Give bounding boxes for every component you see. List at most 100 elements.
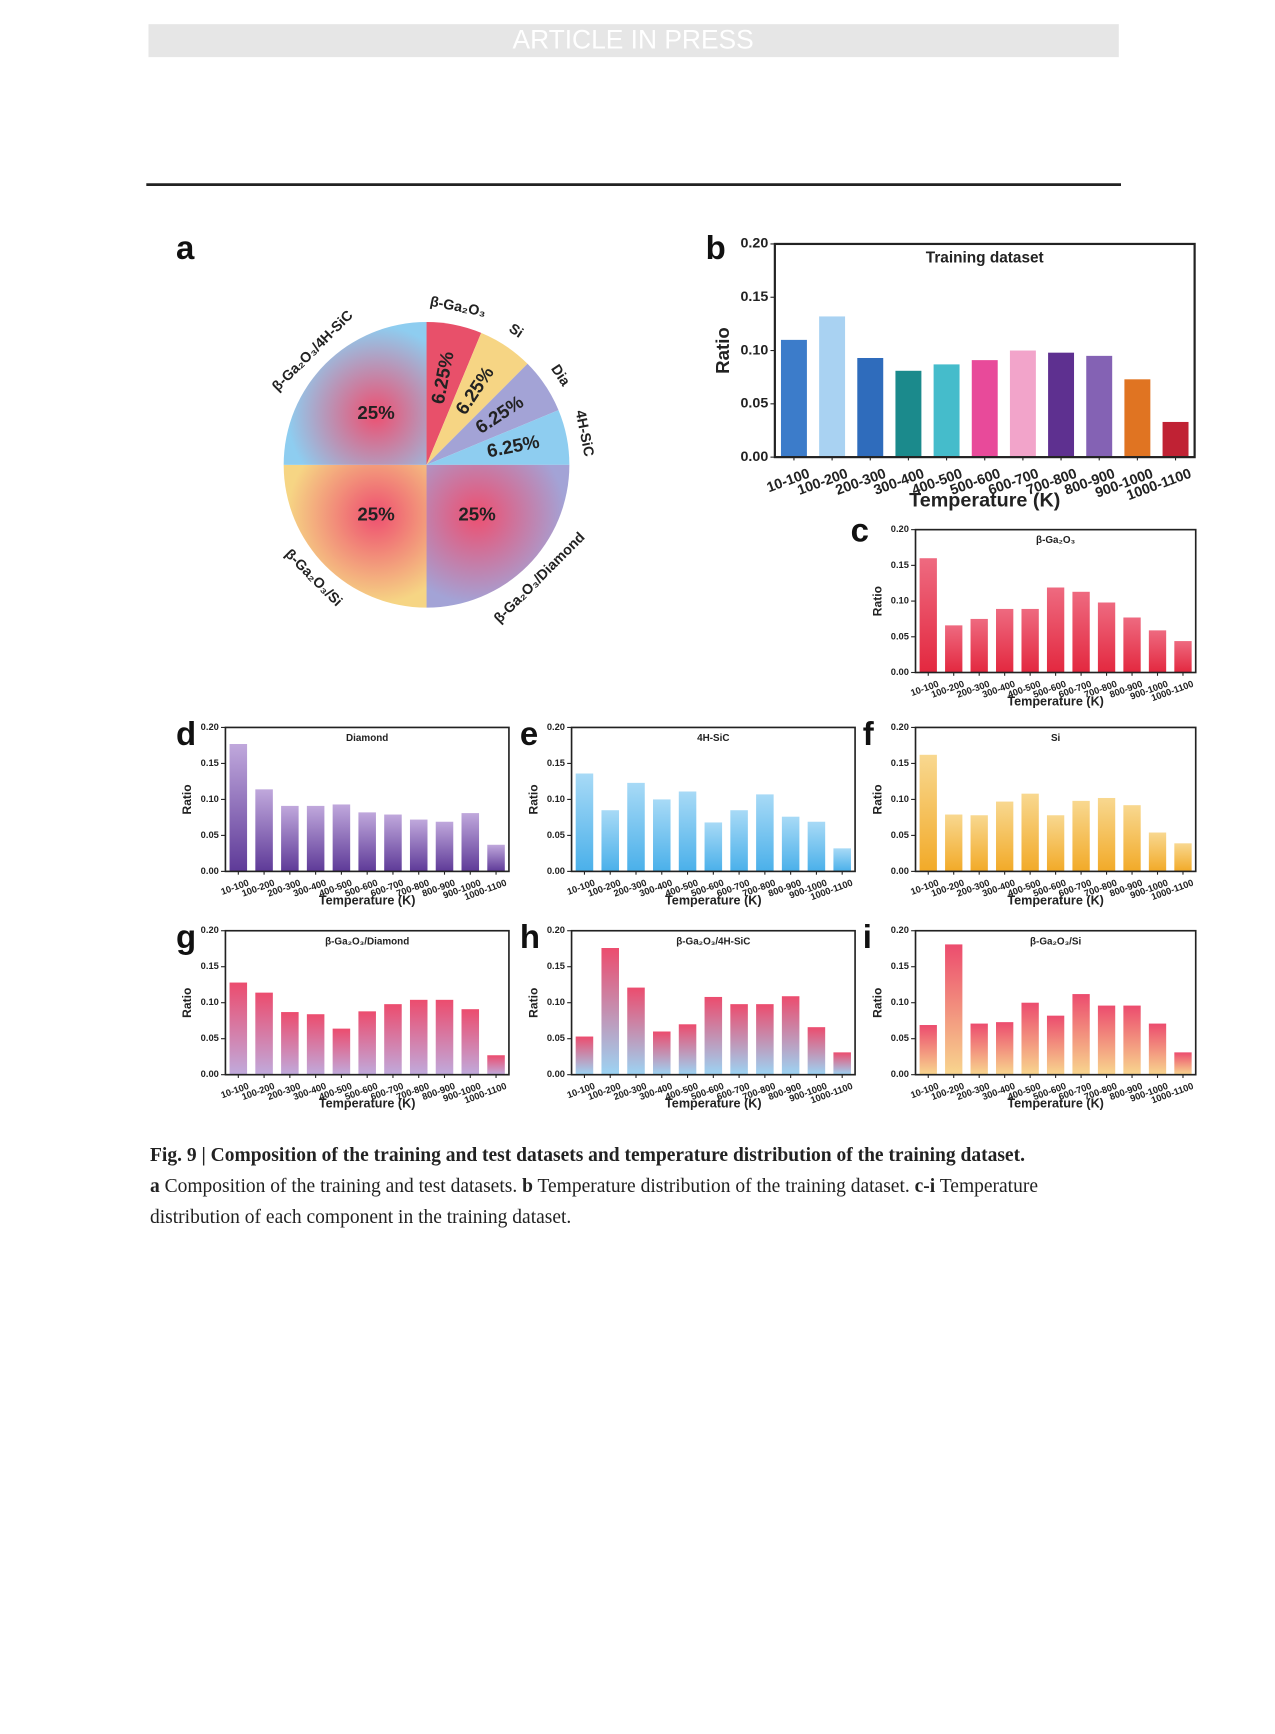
caption-label: b [522, 1176, 533, 1197]
bar [756, 794, 774, 872]
bar [945, 814, 963, 872]
x-axis-label: Temperature (K) [319, 893, 416, 907]
bar [1009, 350, 1036, 458]
caption-title: Fig. 9 | Composition of the training and… [150, 1145, 1025, 1166]
bar [575, 773, 594, 872]
caption-text: Composition of the training and test dat… [164, 1176, 518, 1197]
bar [970, 618, 988, 673]
bar [919, 754, 937, 872]
bar [781, 996, 800, 1075]
caption-label: c-i [914, 1176, 936, 1197]
panel-letter: c [851, 512, 869, 549]
x-axis-label: Temperature (K) [665, 1097, 762, 1111]
bar [678, 1024, 697, 1075]
bar [1046, 1015, 1065, 1075]
bar [807, 1027, 826, 1075]
caption-text: Temperature distribution of each compone… [150, 1176, 1038, 1228]
y-tick-label: 0.10 [891, 596, 909, 606]
y-tick-label: 0.20 [201, 925, 219, 935]
bar [996, 608, 1014, 673]
bar [1124, 379, 1151, 458]
y-tick-label: 0.10 [740, 342, 768, 358]
header-bar [148, 24, 1119, 58]
y-axis-label: Ratio [870, 586, 884, 616]
y-tick-label: 0.20 [891, 925, 909, 935]
chart-title: 4H-SiC [697, 733, 729, 744]
bar [281, 805, 299, 872]
panel-letter: b [706, 229, 726, 266]
slice-category-label: Si [506, 321, 526, 342]
slice-category-label: 4H-SiC [572, 409, 597, 458]
chart-title: β-Ga₂O₃/4H-SiC [676, 936, 750, 947]
y-tick-label: 0.20 [547, 722, 565, 732]
bar [857, 357, 884, 458]
y-axis-label: Ratio [712, 327, 733, 374]
bar [919, 558, 937, 673]
bar [487, 844, 505, 872]
bar [435, 999, 454, 1075]
y-tick-label: 0.20 [891, 524, 909, 534]
bar [1046, 587, 1065, 673]
plot-frame [773, 242, 1196, 459]
y-tick-label: 0.05 [547, 830, 565, 840]
panel-letter: g [176, 918, 196, 955]
panel-letter: a [176, 229, 195, 266]
bar [409, 819, 428, 872]
x-axis-label: Temperature (K) [1007, 695, 1104, 709]
bar [819, 316, 846, 458]
bar [601, 948, 619, 1075]
y-tick-label: 0.00 [547, 866, 565, 876]
plot-frame [914, 528, 1197, 674]
pie-slice [426, 321, 482, 465]
y-tick-label: 0.20 [891, 722, 909, 732]
bar [575, 1036, 594, 1075]
bar [1123, 805, 1141, 872]
bar [1174, 843, 1192, 872]
bar [627, 987, 645, 1075]
plot-frame [570, 929, 856, 1076]
y-tick-label: 0.20 [740, 236, 768, 252]
bar [781, 816, 800, 872]
y-axis-label: Ratio [870, 988, 884, 1018]
bar [1097, 1005, 1116, 1075]
x-axis-label: Temperature (K) [319, 1097, 416, 1111]
pie-slice [426, 410, 570, 465]
panel-letter: d [176, 715, 196, 752]
y-tick-label: 0.10 [547, 794, 565, 804]
bar [945, 625, 963, 673]
bar [970, 1023, 988, 1075]
chart-title: β-Ga₂O₃/Si [1030, 936, 1081, 947]
bar [895, 370, 922, 458]
bar [780, 339, 807, 458]
y-axis-label: Ratio [526, 988, 540, 1018]
y-tick-label: 0.15 [547, 961, 565, 971]
bar [384, 1004, 402, 1075]
bar [833, 1052, 851, 1075]
bar [435, 821, 454, 872]
y-tick-label: 0.15 [891, 560, 909, 570]
y-tick-label: 0.20 [547, 925, 565, 935]
slice-category-label: β-Ga₂O₃ [429, 294, 488, 321]
y-tick-label: 0.05 [891, 830, 909, 840]
y-tick-label: 0.10 [547, 997, 565, 1007]
bar [1123, 617, 1141, 673]
y-axis-label: Ratio [180, 784, 194, 814]
chart-title: Diamond [346, 733, 388, 744]
chart-title: Training dataset [926, 249, 1044, 266]
y-tick-label: 0.15 [201, 961, 219, 971]
bar [1148, 832, 1167, 872]
bar [1086, 355, 1113, 458]
bar [1148, 1023, 1167, 1075]
bar [1072, 800, 1090, 872]
x-axis-label: Temperature (K) [1007, 893, 1104, 907]
bar [1097, 797, 1116, 872]
bar [1021, 608, 1039, 673]
x-axis-label: Temperature (K) [665, 893, 762, 907]
y-tick-label: 0.15 [547, 758, 565, 768]
chart-title: Si [1051, 733, 1061, 744]
y-tick-label: 0.05 [740, 396, 768, 412]
bar [996, 1022, 1014, 1075]
bar [306, 1014, 325, 1075]
y-tick-label: 0.15 [891, 961, 909, 971]
